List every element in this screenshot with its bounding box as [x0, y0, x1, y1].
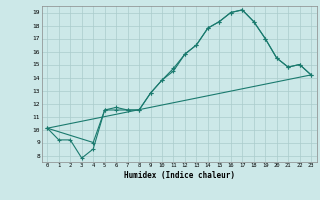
X-axis label: Humidex (Indice chaleur): Humidex (Indice chaleur): [124, 171, 235, 180]
